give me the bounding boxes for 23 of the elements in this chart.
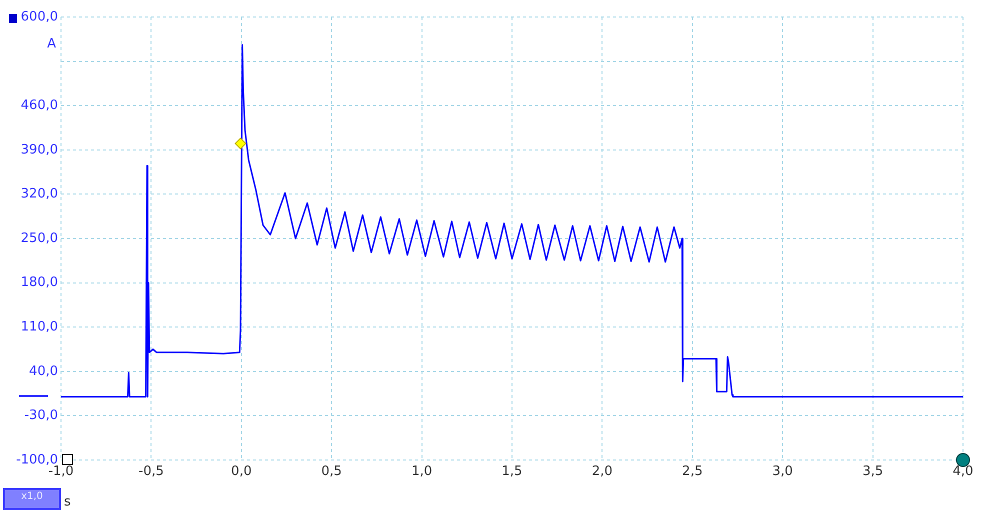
y-tick-label: 460,0 [20,98,58,113]
y-tick-label: 40,0 [29,364,58,379]
y-tick-label: 600,0 [20,9,58,24]
x-axis-title: s [64,494,71,510]
x-tick-label: -0,5 [138,464,164,480]
y-tick-label: -30,0 [24,408,58,424]
y-tick-label: 110,0 [20,319,58,334]
x-tick-label: 0,5 [321,464,342,480]
y-tick-label: 180,0 [20,275,58,290]
x-tick-label: 3,0 [772,464,793,480]
y-tick-label: 250,0 [20,230,58,246]
x-tick-label: 2,5 [682,464,703,480]
x-tick-label: 4,0 [952,464,974,480]
zoom-button: x1,0 [3,488,61,510]
x-tick-label: 1,0 [411,464,432,480]
y-axis-title: A [47,36,56,52]
x-tick-label: 3,5 [862,464,884,480]
y-tick-label: 320,0 [20,186,58,202]
x-tick-label: 1,5 [502,464,522,480]
y-tick-label: 390,0 [20,142,58,158]
x-tick-label: 2,0 [592,464,613,480]
x-tick-label: -1,0 [48,464,74,480]
x-tick-label: 0,0 [231,464,252,480]
